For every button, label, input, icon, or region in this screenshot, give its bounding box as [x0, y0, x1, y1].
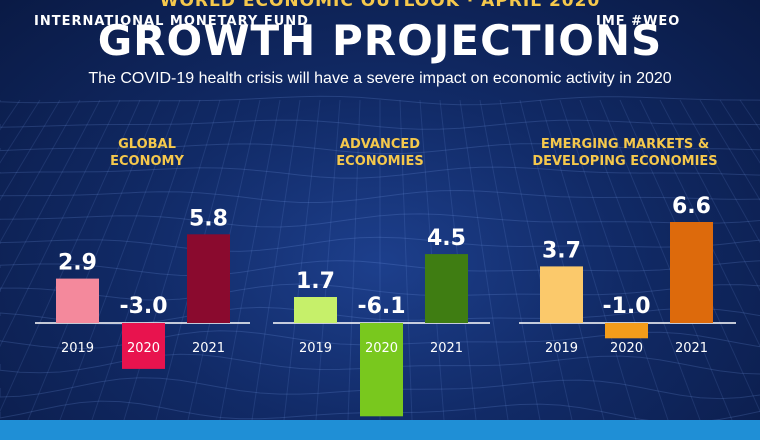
grid-line — [719, 99, 760, 164]
grid-line — [0, 260, 760, 277]
advanced-bar-2021 — [425, 254, 468, 323]
grid-line — [459, 99, 509, 421]
global-economy-title-line-2: ECONOMY — [110, 154, 184, 169]
footer-organization: INTERNATIONAL MONETARY FUND — [34, 14, 309, 29]
advanced-value-label-2020: -6.1 — [357, 294, 405, 319]
grid-line — [0, 166, 760, 179]
emerging-economies-title: EMERGING MARKETS & DEVELOPING ECONOMIES — [505, 136, 745, 170]
grid-line — [347, 99, 361, 421]
grid-line — [0, 99, 81, 244]
grid-line — [0, 306, 760, 325]
advanced-economies-title-line-2: ECONOMIES — [336, 154, 424, 169]
advanced-economies-title-line-1: ADVANCED — [339, 137, 421, 152]
global-bar-2020 — [122, 323, 165, 369]
emerging-economies-title-line-2: DEVELOPING ECONOMIES — [532, 154, 718, 169]
grid-line — [639, 99, 760, 348]
grid-line — [0, 236, 760, 252]
grid-line — [539, 99, 637, 421]
global-value-label-2021: 5.8 — [189, 206, 228, 231]
global-category-label-2021: 2021 — [192, 341, 225, 356]
global-category-label-2020: 2020 — [127, 341, 160, 356]
advanced-category-label-2019: 2019 — [299, 341, 332, 356]
grid-line — [0, 119, 760, 130]
global-bar-2021 — [187, 234, 230, 323]
footer-bar — [0, 420, 760, 440]
emerging-value-label-2021: 6.6 — [672, 194, 711, 219]
grid-line — [0, 189, 760, 203]
grid-line — [0, 213, 760, 228]
grid-line — [251, 99, 301, 421]
grid-line — [499, 99, 573, 421]
grid-line — [559, 99, 669, 421]
advanced-value-label-2021: 4.5 — [427, 226, 466, 251]
global-value-label-2020: -3.0 — [119, 294, 167, 319]
grid-line — [0, 99, 141, 413]
emerging-category-label-2021: 2021 — [675, 341, 708, 356]
grid-line — [599, 99, 733, 421]
grid-line — [0, 95, 760, 106]
advanced-bar-2019 — [294, 297, 337, 323]
grid-line — [679, 99, 760, 244]
grid-line — [659, 99, 760, 292]
emerging-bar-2020 — [605, 323, 648, 339]
grid-line — [519, 99, 605, 421]
grid-line — [479, 99, 541, 421]
emerging-value-label-2020: -1.0 — [602, 294, 650, 319]
page-subtitle: The COVID-19 health crisis will have a s… — [88, 70, 672, 87]
advanced-bar-2020 — [360, 323, 403, 417]
footer-tags: IMF #WEO — [596, 14, 681, 29]
grid-line — [59, 99, 181, 421]
grid-line — [579, 99, 701, 421]
advanced-economies-title: ADVANCED ECONOMIES — [260, 136, 500, 170]
global-value-label-2019: 2.9 — [58, 251, 97, 276]
grid-line — [219, 99, 281, 421]
emerging-category-label-2019: 2019 — [545, 341, 578, 356]
grid-line — [0, 283, 760, 301]
emerging-economies-title-line-1: EMERGING MARKETS & — [540, 137, 710, 152]
advanced-economy-chart: 1.7 2019 -6.1 2020 4.5 2021 — [273, 226, 490, 417]
emerging-bar-2019 — [540, 266, 583, 323]
grid-line — [91, 99, 201, 421]
advanced-category-label-2021: 2021 — [430, 341, 463, 356]
global-category-label-2019: 2019 — [61, 341, 94, 356]
grid-line — [27, 99, 161, 421]
grid-line — [399, 99, 413, 421]
emerging-value-label-2019: 3.7 — [542, 238, 581, 263]
grid-line — [0, 99, 121, 348]
global-economy-title-line-1: GLOBAL — [118, 137, 176, 152]
grid-line — [699, 99, 760, 201]
emerging-category-label-2020: 2020 — [610, 341, 643, 356]
advanced-value-label-2019: 1.7 — [296, 269, 335, 294]
grid-line — [0, 99, 101, 292]
grid-line — [315, 99, 341, 421]
report-title: WORLD ECONOMIC OUTLOOK · APRIL 2020 — [159, 0, 601, 11]
page-title: GROWTH PROJECTIONS — [97, 16, 663, 65]
advanced-category-label-2020: 2020 — [365, 341, 398, 356]
global-economy-chart: 2.9 2019 -3.0 2020 5.8 2021 — [35, 206, 250, 369]
global-economy-title: GLOBAL ECONOMY — [27, 136, 267, 170]
grid-line — [0, 99, 41, 164]
grid-line — [0, 143, 760, 155]
emerging-economy-chart: 3.7 2019 -1.0 2020 6.6 2021 — [519, 194, 736, 356]
grid-line — [283, 99, 321, 421]
global-bar-2019 — [56, 278, 99, 323]
grid-line — [0, 99, 61, 201]
emerging-bar-2021 — [670, 222, 713, 323]
